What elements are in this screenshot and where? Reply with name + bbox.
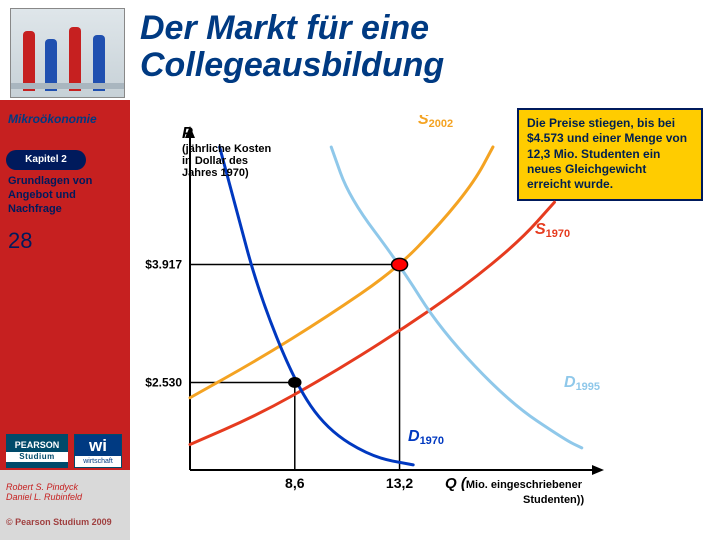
wi-bottom: wirtschaft <box>75 456 121 467</box>
chart-svg: $3.917 $2.530 8,6 13,2 P(jährliche Kostenin … <box>140 115 700 525</box>
wi-top: wi <box>75 435 121 456</box>
svg-text:D1970: D1970 <box>408 428 444 447</box>
svg-text:in Dollar des: in Dollar des <box>182 155 248 167</box>
svg-text:P: P <box>182 125 193 142</box>
chapter-title: Grundlagen von Angebot und Nachfrage <box>8 175 118 216</box>
subject-label: Mikroökonomie <box>8 112 97 126</box>
svg-text:8,6: 8,6 <box>285 475 305 491</box>
svg-text:S2002: S2002 <box>418 115 453 130</box>
svg-text:Q (Mio. eingeschriebener: Q (Mio. eingeschriebener <box>445 475 583 492</box>
page-number: 28 <box>8 228 32 254</box>
wi-logo: wi wirtschaft <box>74 434 122 468</box>
authors: Robert S. Pindyck Daniel L. Rubinfeld <box>6 482 82 503</box>
pearson-logo: PEARSON Studium <box>6 434 68 468</box>
pearson-text: PEARSON <box>15 441 60 450</box>
svg-text:13,2: 13,2 <box>386 475 413 491</box>
author-2: Daniel L. Rubinfeld <box>6 492 82 502</box>
slide: Mikroökonomie Kapitel 2 Grundlagen von A… <box>0 0 720 540</box>
svg-text:$3.917: $3.917 <box>145 258 182 272</box>
copyright: © Pearson Studium 2009 <box>6 517 112 527</box>
svg-text:$2.530: $2.530 <box>145 375 182 389</box>
svg-text:(jährliche Kosten: (jährliche Kosten <box>182 143 272 155</box>
svg-text:Studenten)): Studenten)) <box>523 494 584 506</box>
logo-footer-bg <box>0 470 130 540</box>
sidebar: Mikroökonomie Kapitel 2 Grundlagen von A… <box>0 0 130 540</box>
slide-title: Der Markt für eine Collegeausbildung <box>140 10 700 83</box>
supply-demand-chart: $3.917 $2.530 8,6 13,2 P(jährliche Kostenin … <box>140 115 700 525</box>
author-1: Robert S. Pindyck <box>6 482 78 492</box>
thumbnail-image <box>10 8 125 98</box>
svg-text:D1995: D1995 <box>564 374 600 393</box>
svg-text:S1970: S1970 <box>535 221 570 240</box>
chapter-pill: Kapitel 2 <box>6 150 86 170</box>
svg-text:Jahres 1970): Jahres 1970) <box>182 167 249 179</box>
pearson-subtext: Studium <box>6 452 68 462</box>
